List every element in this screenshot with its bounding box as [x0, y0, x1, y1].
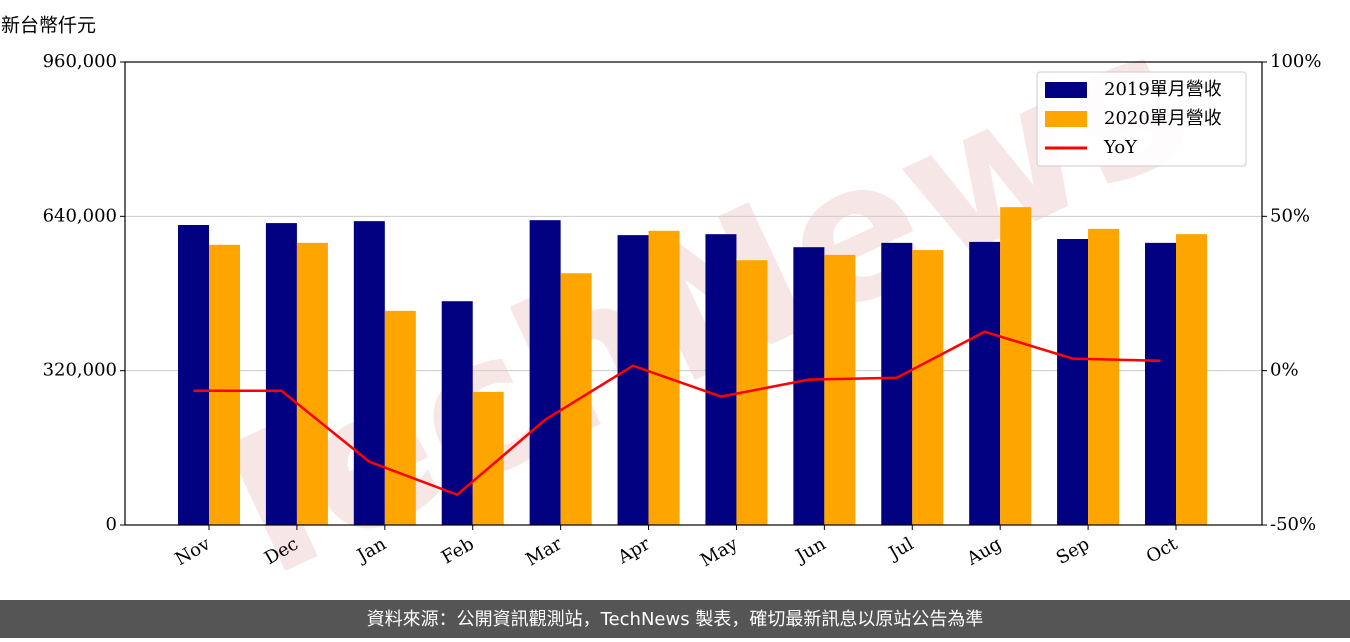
bar	[265, 223, 297, 525]
bar	[353, 221, 385, 525]
bar	[441, 301, 473, 525]
legend-box	[1036, 71, 1247, 167]
x-tick-label: Aug	[963, 533, 1006, 570]
legend-label: 2020單月營收	[1104, 108, 1222, 129]
x-tick-label: Jul	[884, 533, 918, 565]
x-tick-label: Nov	[172, 533, 215, 570]
bar	[1088, 228, 1120, 525]
x-tick-label: May	[697, 533, 742, 571]
bar	[1145, 242, 1176, 525]
bar	[529, 220, 561, 526]
bar	[617, 235, 649, 526]
y2-tick-label: 50%	[1270, 205, 1310, 226]
bar	[912, 250, 944, 525]
x-tick-label: Mar	[522, 533, 566, 570]
bar	[384, 310, 416, 525]
bar	[1057, 239, 1089, 525]
y-tick-label: 320,000	[43, 360, 117, 381]
y-tick-label: 960,000	[43, 51, 117, 72]
bar	[1000, 207, 1032, 525]
bar	[209, 244, 240, 525]
x-tick-label: Oct	[1143, 533, 1182, 568]
bar	[705, 234, 737, 525]
bar	[969, 241, 1001, 526]
bar	[881, 242, 913, 525]
x-tick-label: Jun	[791, 533, 830, 568]
y-tick-label: 0	[106, 514, 117, 535]
legend-label: 2019單月營收	[1104, 79, 1222, 100]
footer: 資料來源：公開資訊觀測站，TechNews 製表，確切最新訊息以原站公告為準	[367, 609, 984, 630]
legend-label: YoY	[1103, 137, 1138, 158]
unit-label: 新台幣仟元	[1, 15, 96, 37]
y2-tick-label: 0%	[1270, 360, 1299, 381]
y2-tick-label: -50%	[1270, 514, 1316, 535]
x-tick-label: Apr	[613, 533, 653, 568]
bar	[560, 273, 592, 525]
y2-tick-label: 100%	[1270, 51, 1321, 72]
x-tick-label: Sep	[1053, 533, 1093, 568]
bar	[178, 225, 209, 525]
bar	[1176, 234, 1207, 525]
footer-bar	[0, 600, 1350, 638]
bar	[793, 247, 825, 525]
bar	[824, 254, 856, 525]
legend-swatch	[1045, 111, 1087, 127]
bar	[296, 242, 328, 525]
y-tick-label: 640,000	[43, 205, 117, 226]
plot-frame	[124, 61, 1263, 526]
legend-swatch	[1045, 82, 1087, 98]
line	[193, 330, 1161, 497]
